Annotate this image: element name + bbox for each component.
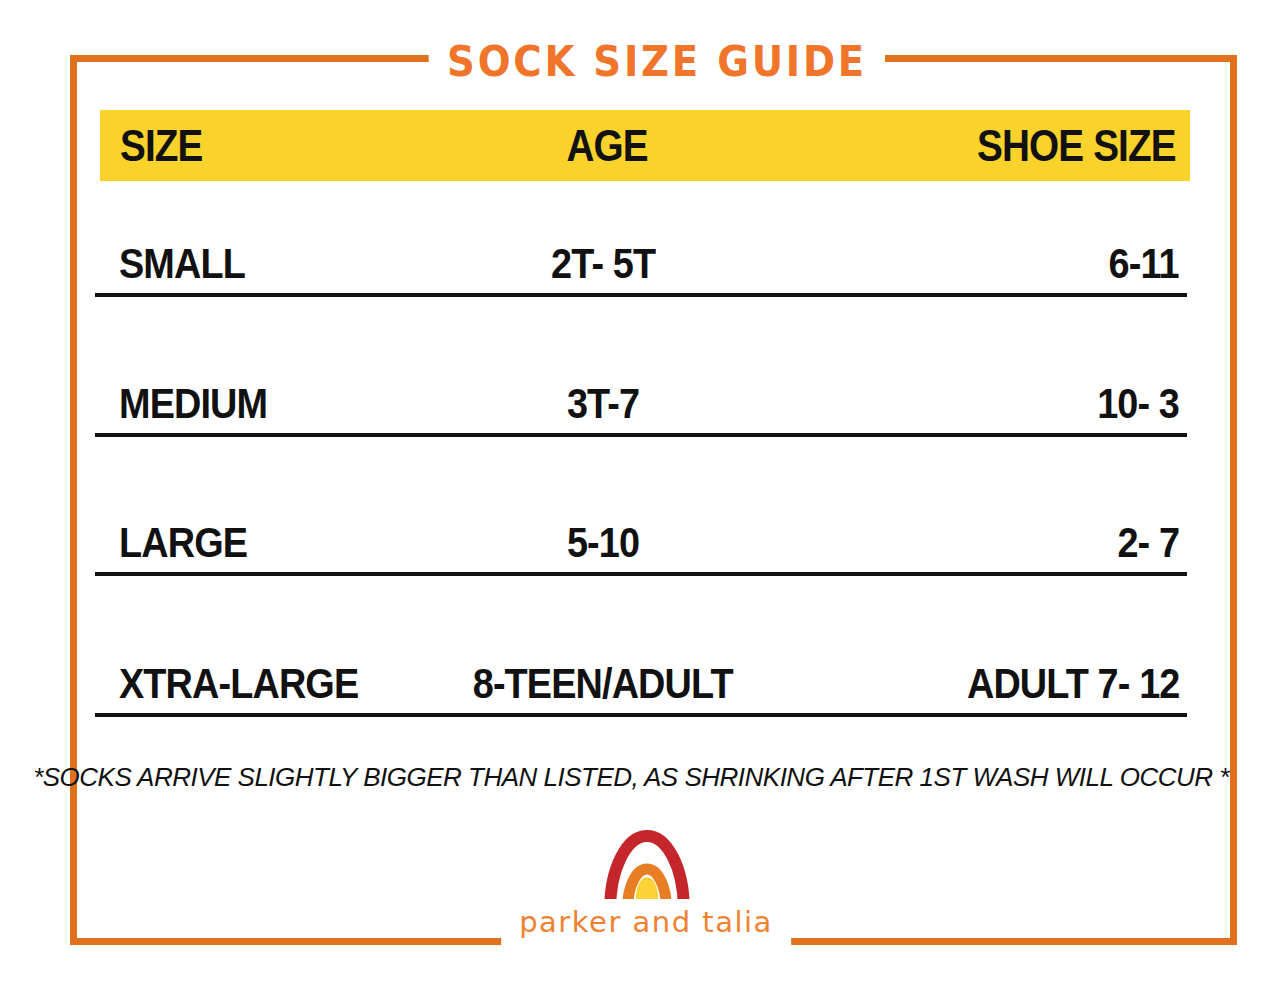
header-size-label: SIZE xyxy=(120,121,203,171)
row-age-cell: 5-10 xyxy=(401,518,805,572)
age-value: 5-10 xyxy=(567,518,639,567)
size-value: MEDIUM xyxy=(119,379,267,428)
size-value: SMALL xyxy=(119,239,245,288)
header-shoe-size: SHOE SIZE xyxy=(808,121,1190,171)
header-age-label: AGE xyxy=(566,121,647,171)
table-row: XTRA-LARGE 8-TEEN/ADULT ADULT 7- 12 xyxy=(95,645,1187,717)
page-border xyxy=(70,55,1237,945)
row-shoe-size-cell: 2- 7 xyxy=(805,518,1187,572)
page-title: SOCK SIZE GUIDE xyxy=(429,36,886,88)
shoe-size-value: 2- 7 xyxy=(1117,518,1179,567)
row-size-cell: XTRA-LARGE xyxy=(95,659,401,713)
size-value: LARGE xyxy=(119,518,247,567)
age-value: 8-TEEN/ADULT xyxy=(473,659,733,708)
table-row: MEDIUM 3T-7 10- 3 xyxy=(95,365,1187,437)
row-size-cell: MEDIUM xyxy=(95,379,401,433)
shoe-size-value: ADULT 7- 12 xyxy=(966,659,1178,708)
table-row: LARGE 5-10 2- 7 xyxy=(95,504,1187,576)
age-value: 2T- 5T xyxy=(551,239,655,288)
row-age-cell: 8-TEEN/ADULT xyxy=(401,659,805,713)
header-shoe-size-label: SHOE SIZE xyxy=(977,121,1176,171)
row-age-cell: 3T-7 xyxy=(401,379,805,433)
size-value: XTRA-LARGE xyxy=(119,659,358,708)
table-row: SMALL 2T- 5T 6-11 xyxy=(95,225,1187,297)
row-shoe-size-cell: 6-11 xyxy=(805,239,1187,293)
row-shoe-size-cell: ADULT 7- 12 xyxy=(805,659,1187,713)
row-size-cell: LARGE xyxy=(95,518,401,572)
table-header-row: SIZE AGE SHOE SIZE xyxy=(100,110,1190,181)
shrinkage-footnote: *SOCKS ARRIVE SLIGHTLY BIGGER THAN LISTE… xyxy=(0,762,1262,793)
shoe-size-value: 10- 3 xyxy=(1097,379,1179,428)
brand-name: parker and talia xyxy=(501,899,791,945)
row-shoe-size-cell: 10- 3 xyxy=(805,379,1187,433)
header-size: SIZE xyxy=(100,121,405,171)
header-age: AGE xyxy=(405,121,808,171)
row-size-cell: SMALL xyxy=(95,239,401,293)
age-value: 3T-7 xyxy=(567,379,639,428)
sock-size-guide-page: SOCK SIZE GUIDE SIZE AGE SHOE SIZE SMALL… xyxy=(0,0,1262,995)
shoe-size-value: 6-11 xyxy=(1109,239,1179,288)
row-age-cell: 2T- 5T xyxy=(401,239,805,293)
